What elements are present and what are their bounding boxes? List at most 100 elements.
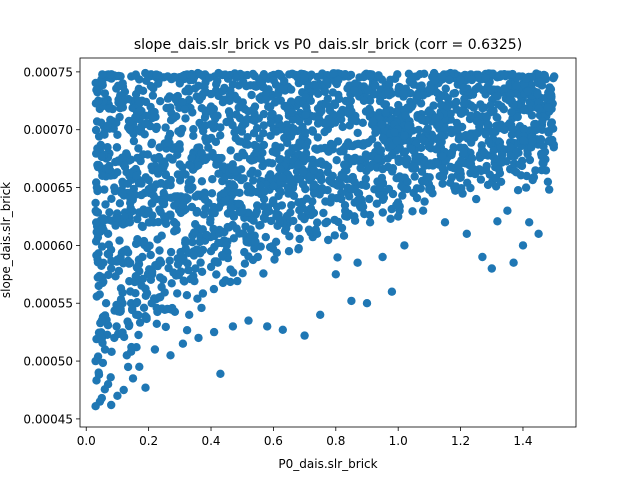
scatter-point bbox=[490, 154, 500, 163]
scatter-point-bg bbox=[170, 73, 180, 82]
scatter-point bbox=[91, 356, 100, 366]
scatter-point-bg bbox=[493, 217, 502, 226]
scatter-point-bg bbox=[239, 174, 248, 183]
scatter-point-bg bbox=[97, 242, 107, 251]
scatter-point-bg bbox=[324, 235, 333, 245]
scatter-point bbox=[206, 247, 216, 256]
scatter-point-bg bbox=[345, 192, 354, 201]
scatter-point-bg bbox=[351, 79, 360, 88]
scatter-point-bg bbox=[206, 218, 215, 227]
scatter-point bbox=[546, 119, 556, 129]
axes: 0.0 0.2 0.4 0.6 0.8 1.0 1.2 1.4 0.00045 0.00050 0.… bbox=[23, 57, 577, 448]
plot-frame bbox=[79, 57, 577, 428]
scatter-point-bg bbox=[268, 159, 277, 168]
scatter-point-bg bbox=[319, 208, 328, 218]
scatter-point bbox=[138, 252, 147, 262]
scatter-point-bg bbox=[228, 180, 237, 189]
scatter-point bbox=[362, 299, 372, 308]
scatter-point-bg bbox=[209, 224, 218, 234]
scatter-point-bg bbox=[365, 163, 374, 172]
scatter-point-bg bbox=[309, 181, 318, 190]
scatter-point bbox=[521, 183, 531, 192]
scatter-point-bg bbox=[499, 105, 508, 114]
scatter-point-bg bbox=[137, 179, 146, 188]
scatter-point-bg bbox=[449, 143, 459, 153]
scatter-point-bg bbox=[143, 150, 152, 159]
scatter-point-bg bbox=[259, 269, 268, 278]
scatter-point bbox=[518, 241, 528, 250]
scatter-point-bg bbox=[412, 193, 422, 203]
x-tick-label: 1.0 bbox=[389, 434, 408, 448]
scatter-point-bg bbox=[103, 143, 112, 152]
scatter-point-bg bbox=[454, 135, 463, 144]
scatter-point bbox=[294, 160, 303, 169]
scatter-point-bg bbox=[180, 105, 190, 114]
scatter-point bbox=[500, 70, 509, 79]
scatter-point-bg bbox=[272, 208, 281, 218]
scatter-point bbox=[153, 166, 163, 175]
scatter-point-bg bbox=[144, 176, 153, 185]
scatter-point-bg bbox=[116, 295, 126, 304]
scatter-point-bg bbox=[134, 330, 143, 340]
scatter-point-bg bbox=[436, 100, 446, 109]
scatter-point-bg bbox=[328, 140, 338, 149]
scatter-point bbox=[521, 74, 531, 84]
scatter-point-bg bbox=[195, 237, 204, 247]
scatter-point-bg bbox=[378, 208, 387, 217]
scatter-point bbox=[253, 142, 262, 152]
scatter-point-bg bbox=[182, 326, 192, 335]
scatter-point bbox=[481, 73, 490, 82]
scatter-point-bg bbox=[306, 172, 315, 181]
scatter-point-bg bbox=[93, 160, 102, 170]
scatter-point-bg bbox=[372, 125, 381, 135]
scatter-point-bg bbox=[180, 277, 189, 286]
y-tick-label: 0.00050 bbox=[23, 355, 73, 369]
scatter-point-bg bbox=[259, 121, 268, 130]
scatter-point bbox=[440, 218, 450, 227]
scatter-point-bg bbox=[208, 175, 217, 184]
scatter-point bbox=[525, 218, 534, 227]
scatter-point-bg bbox=[479, 148, 489, 157]
scatter-point-bg bbox=[253, 201, 262, 210]
scatter-point-bg bbox=[201, 121, 210, 130]
scatter-point-bg bbox=[326, 118, 336, 128]
scatter-point bbox=[141, 383, 150, 392]
scatter-point-bg bbox=[483, 180, 493, 190]
scatter-point-bg bbox=[166, 247, 176, 257]
scatter-point-bg bbox=[143, 243, 152, 253]
scatter-point-bg bbox=[104, 165, 114, 174]
scatter-point bbox=[122, 351, 131, 360]
y-tick-label: 0.00065 bbox=[23, 181, 73, 195]
scatter-point-bg bbox=[126, 198, 135, 208]
scatter-point-bg bbox=[456, 173, 465, 182]
y-tick-label: 0.00045 bbox=[23, 412, 73, 426]
scatter-point-bg bbox=[504, 96, 514, 105]
scatter-point-bg bbox=[133, 214, 142, 224]
scatter-point-bg bbox=[388, 167, 397, 176]
scatter-point-bg bbox=[139, 236, 149, 246]
scatter-point-bg bbox=[167, 279, 176, 288]
scatter-point-bg bbox=[166, 103, 175, 112]
scatter-point-bg bbox=[123, 179, 133, 188]
scatter-point-bg bbox=[466, 183, 475, 193]
scatter-point-bg bbox=[317, 184, 327, 193]
scatter-point-bg bbox=[152, 122, 161, 132]
scatter-point-bg bbox=[174, 127, 183, 136]
scatter-point-bg bbox=[271, 80, 281, 90]
scatter-point-bg bbox=[457, 109, 466, 118]
scatter-point-bg bbox=[525, 155, 535, 165]
scatter-point-bg bbox=[178, 72, 187, 81]
scatter-point-bg bbox=[182, 291, 192, 300]
scatter-point-bg bbox=[92, 251, 101, 260]
scatter-point-bg bbox=[224, 107, 234, 116]
scatter-point-bg bbox=[198, 89, 208, 99]
scatter-point-bg bbox=[309, 189, 319, 198]
scatter-point-bg bbox=[148, 267, 157, 277]
scatter-point-bg bbox=[142, 314, 151, 324]
scatter-point-bg bbox=[145, 218, 154, 227]
scatter-point bbox=[456, 75, 465, 85]
scatter-point-bg bbox=[544, 136, 553, 146]
scatter-point-bg bbox=[422, 172, 431, 182]
scatter-point-bg bbox=[292, 71, 302, 80]
scatter-point-bg bbox=[101, 299, 111, 308]
